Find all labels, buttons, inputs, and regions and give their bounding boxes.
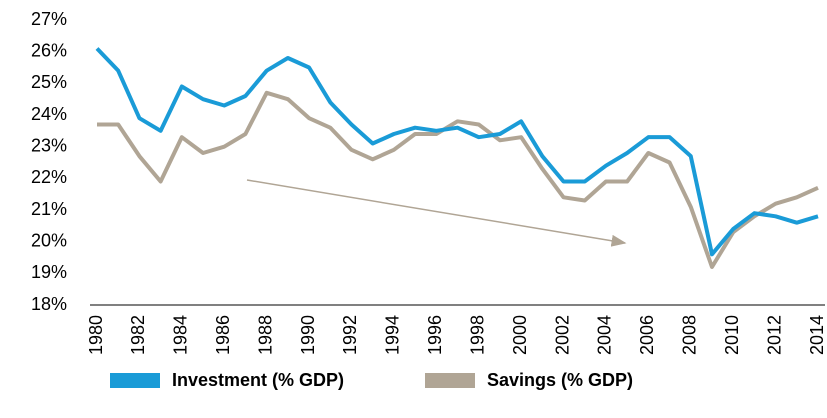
x-tick-label: 2010 (722, 315, 742, 355)
x-tick-label: 2004 (595, 315, 615, 355)
x-tick-label: 1986 (213, 315, 233, 355)
x-tick-label: 2006 (637, 315, 657, 355)
x-tick-label: 1980 (86, 315, 106, 355)
legend-swatch (110, 373, 160, 388)
y-tick-label: 24% (31, 104, 67, 124)
y-tick-label: 21% (31, 199, 67, 219)
x-tick-label: 2008 (680, 315, 700, 355)
x-tick-label: 1998 (467, 315, 487, 355)
x-tick-label: 1994 (383, 315, 403, 355)
y-tick-label: 19% (31, 262, 67, 282)
y-tick-label: 18% (31, 294, 67, 314)
x-tick-label: 2000 (510, 315, 530, 355)
x-tick-label: 2002 (552, 315, 572, 355)
x-tick-label: 1992 (340, 315, 360, 355)
y-tick-label: 22% (31, 167, 67, 187)
y-tick-label: 23% (31, 135, 67, 155)
x-tick-label: 1990 (298, 315, 318, 355)
x-tick-label: 1984 (171, 315, 191, 355)
legend-label: Savings (% GDP) (487, 370, 633, 390)
y-tick-label: 20% (31, 230, 67, 250)
y-tick-label: 25% (31, 72, 67, 92)
x-tick-label: 2012 (764, 315, 784, 355)
series-line (97, 90, 819, 269)
y-tick-label: 27% (31, 9, 67, 29)
x-tick-label: 1982 (128, 315, 148, 355)
legend-swatch (425, 373, 475, 388)
x-tick-label: 1988 (255, 315, 275, 355)
series-line (95, 47, 819, 257)
x-tick-label: 1996 (425, 315, 445, 355)
y-tick-label: 26% (31, 40, 67, 60)
trend-arrow (246, 179, 627, 247)
legend-label: Investment (% GDP) (172, 370, 344, 390)
x-tick-label: 2014 (807, 315, 827, 355)
